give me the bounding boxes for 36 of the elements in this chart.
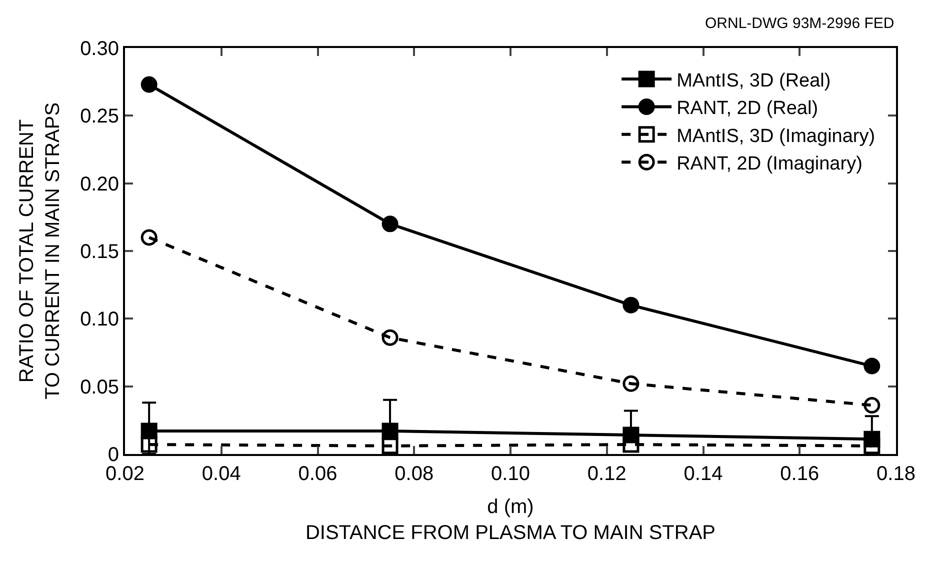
point <box>382 216 398 232</box>
point <box>140 436 158 453</box>
point <box>140 229 158 246</box>
legend-label: RANT, 2D (Real) <box>676 98 818 120</box>
y-tick-label: 0 <box>108 444 119 466</box>
text: ORNL-DWG 93M-2996 FED <box>705 15 894 32</box>
point <box>864 397 880 414</box>
x-tick-label: 0.16 <box>780 463 820 485</box>
x-tick-label: 0.04 <box>202 463 241 485</box>
point <box>382 422 398 440</box>
point <box>622 436 640 453</box>
x-axis-title: d (m) DISTANCE FROM PLASMA TO MAIN STRAP <box>305 496 716 544</box>
legend-label: MAntIS, 3D (Real) <box>676 70 831 92</box>
y-tick-label: 0.10 <box>80 308 119 331</box>
x-tick-label: 0.02 <box>106 463 144 485</box>
x-tick-label: 0.08 <box>394 463 434 485</box>
x-tick-label: 0.18 <box>876 463 916 485</box>
point <box>622 296 640 314</box>
y-axis-title: RATIO OF TOTAL CURRENT TO CURRENT IN MAIN STRAPS <box>16 102 64 400</box>
x-tick-label: 0.10 <box>491 463 530 485</box>
point <box>140 76 158 93</box>
point <box>864 438 880 454</box>
x-tick-label: 0.06 <box>298 463 338 485</box>
point <box>622 375 640 392</box>
y-tick-label: 0.25 <box>80 106 119 128</box>
point <box>382 438 398 454</box>
y-tick-label: 0.15 <box>80 241 119 263</box>
point <box>382 329 398 346</box>
y-tick-label: 0.05 <box>80 376 119 398</box>
legend-label: MAntIS, 3D (Imaginary) <box>676 126 876 147</box>
legend-label: RANT, 2D (Imaginary) <box>676 154 862 175</box>
y-tick-label: 0.30 <box>80 38 119 60</box>
x-tick-label: 0.14 <box>684 463 723 485</box>
x-tick-label: 0.12 <box>587 463 626 485</box>
y-tick-label: 0.20 <box>80 173 119 196</box>
point <box>864 358 880 374</box>
